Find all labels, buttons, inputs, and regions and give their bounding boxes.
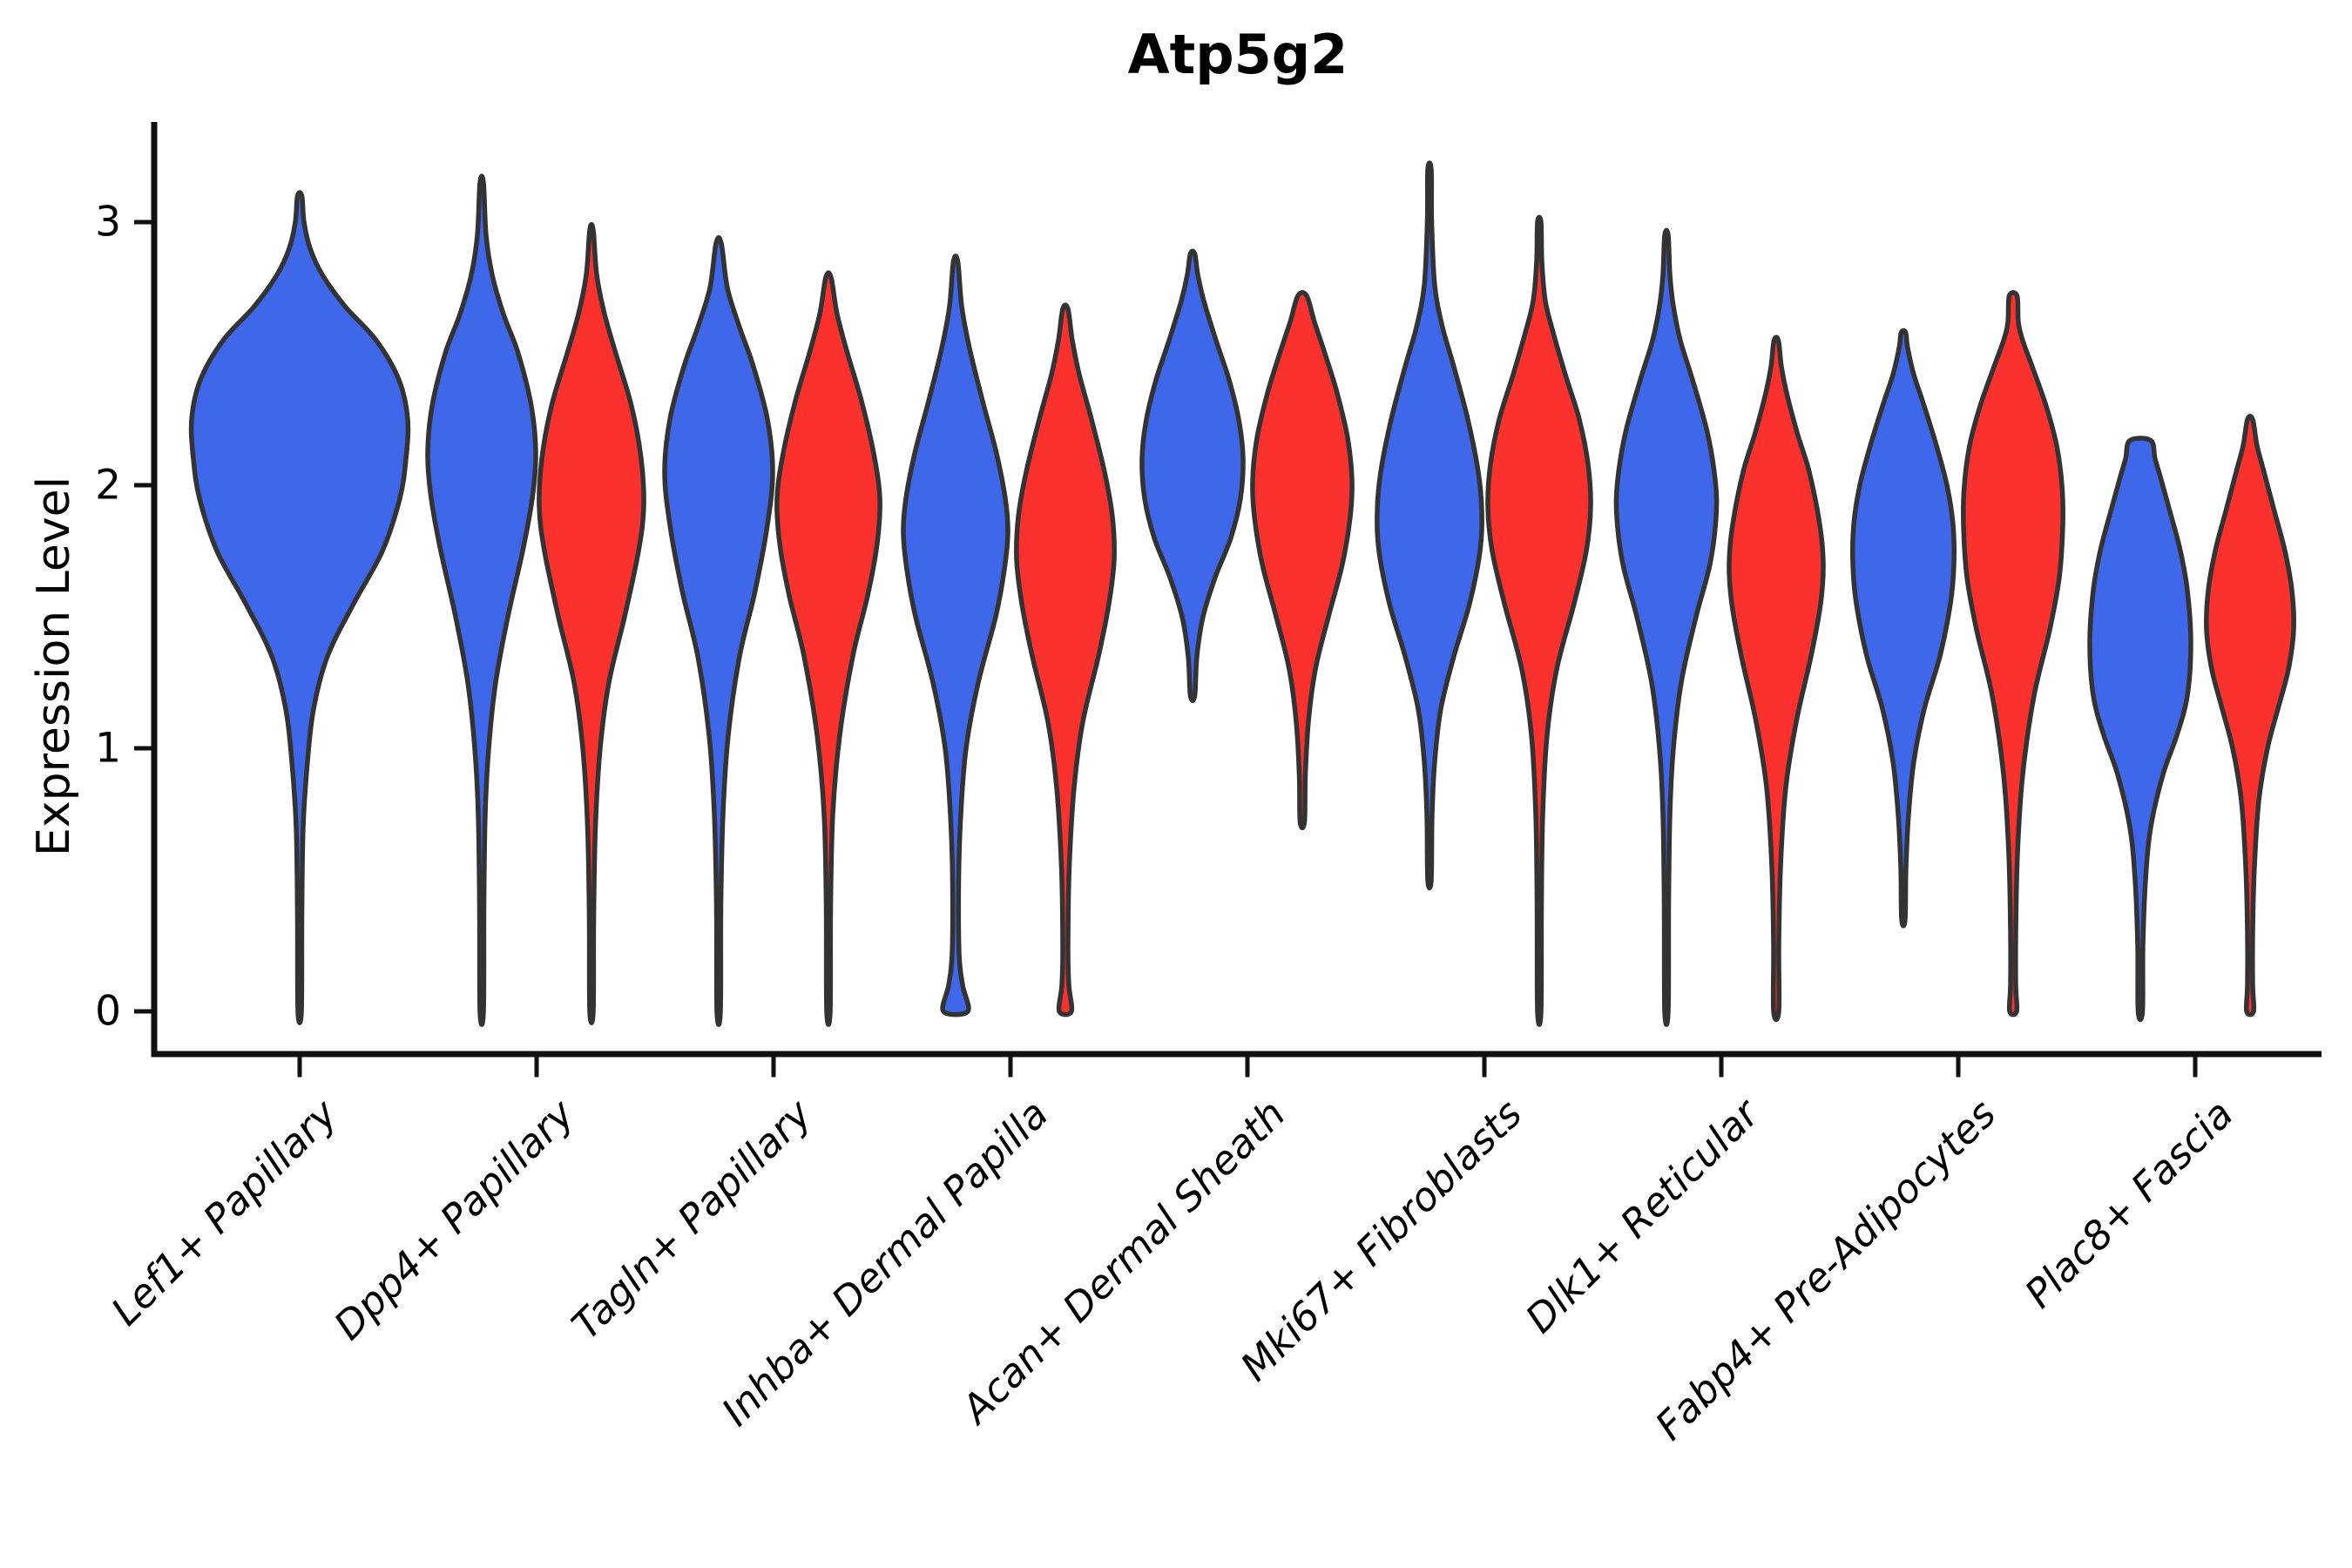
y-tick-label: 2	[95, 461, 121, 510]
plot-title: Atp5g2	[1127, 23, 1348, 86]
violin-red-plac8-fascia	[2204, 414, 2296, 1017]
violin-red-fabp4-pre-adipocytes	[1961, 290, 2065, 1017]
violin-red-dpp4-papillary	[537, 221, 646, 1025]
violin-blue-acan-dermal-sheath	[1139, 248, 1246, 704]
violin-blue-dpp4-papillary	[425, 173, 538, 1027]
violin-red-inhba-dermal-papilla	[1014, 302, 1117, 1017]
violin-blue-fabp4-pre-adipocytes	[1850, 328, 1957, 929]
violin-red-mki67-fibroblasts	[1485, 214, 1593, 1027]
y-axis-label: Expression Level	[28, 476, 80, 857]
y-tick-label: 3	[95, 198, 121, 247]
violin-blue-plac8-fascia	[2087, 436, 2193, 1023]
violin-red-acan-dermal-sheath	[1250, 290, 1355, 831]
y-tick-label: 0	[95, 987, 121, 1036]
violin-blue-mki67-fibroblasts	[1375, 160, 1484, 891]
violin-blue-lef1-papillary	[188, 190, 411, 1025]
violin-blue-dlk1-reticular	[1613, 227, 1720, 1027]
violin-blue-inhba-dermal-papilla	[901, 253, 1010, 1017]
violin-blue-tagln-papillary	[662, 235, 775, 1027]
y-tick-label: 1	[95, 724, 121, 773]
violin-red-dlk1-reticular	[1727, 335, 1826, 1023]
violin-red-tagln-papillary	[774, 270, 882, 1027]
